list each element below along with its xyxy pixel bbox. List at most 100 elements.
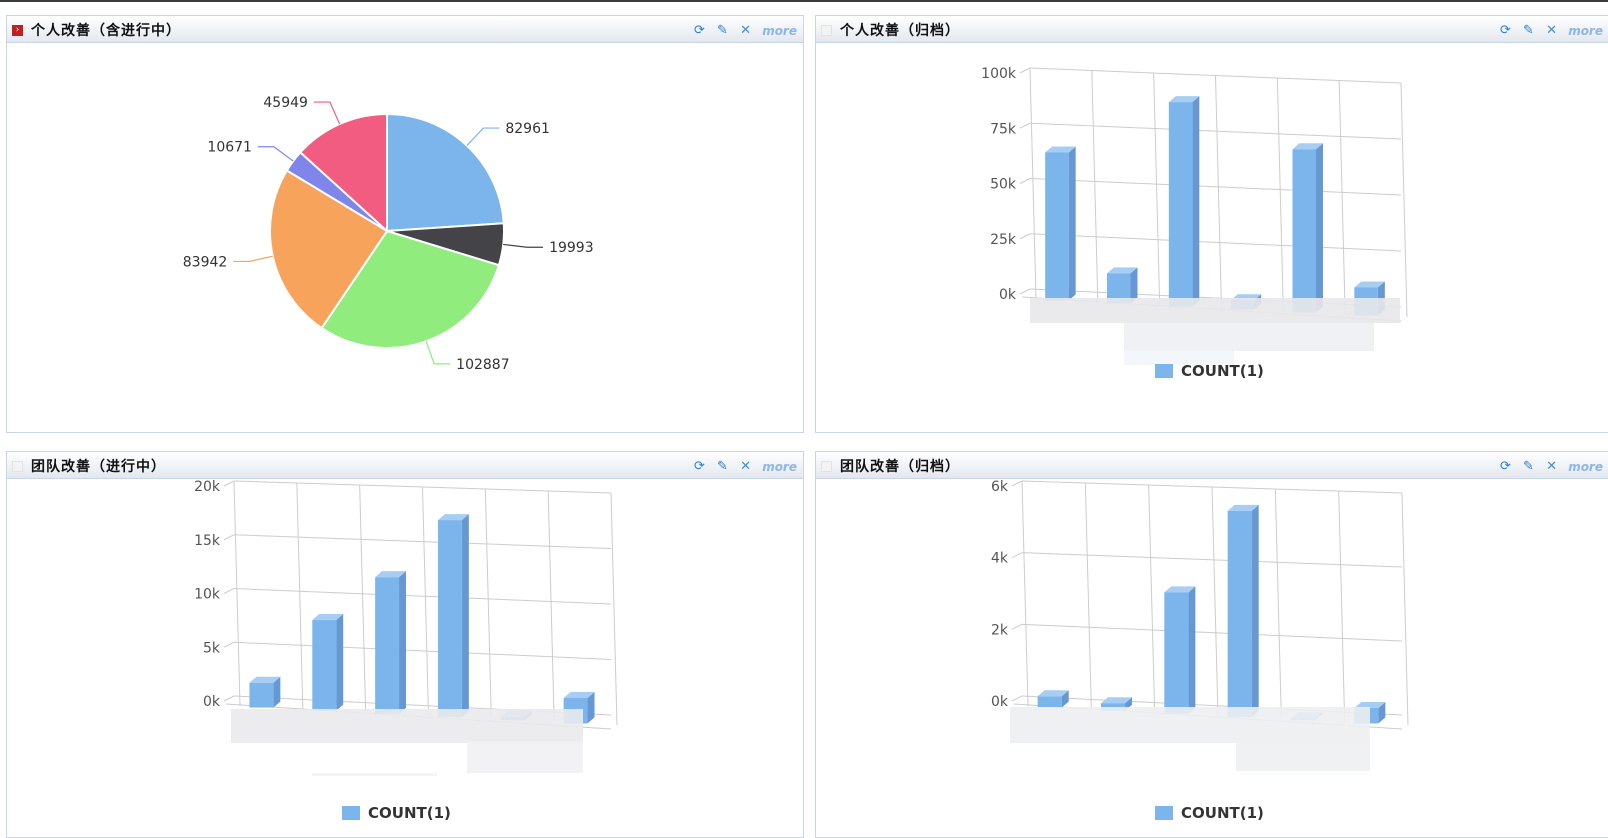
gridline-horizontal (233, 641, 612, 660)
panel-tools: ⟳ ✎ ✕ more (689, 20, 797, 38)
more-link[interactable]: more (762, 23, 797, 38)
gridline-horizontal (223, 534, 235, 541)
more-link[interactable]: more (1568, 23, 1603, 38)
pie-data-label: 102887 (456, 357, 509, 373)
y-tick-label: 5k (203, 640, 221, 656)
panel-team-improvement-inprogress: 团队改善（进行中） ⟳ ✎ ✕ more 0k 5k 10k 15k 20k COUNT… (6, 451, 804, 838)
bar-top (437, 514, 469, 521)
gridline-vertical (1084, 482, 1092, 710)
refresh-icon[interactable]: ⟳ (1499, 458, 1511, 474)
refresh-icon[interactable]: ⟳ (693, 458, 705, 474)
bar-top (375, 571, 407, 578)
bar-top (312, 614, 344, 621)
wrench-icon[interactable]: ✎ (1523, 22, 1534, 38)
bar (1045, 152, 1069, 301)
gridline-horizontal (223, 480, 235, 487)
more-link[interactable]: more (762, 459, 797, 474)
y-tick-label: 6k (991, 479, 1009, 495)
gridline-vertical (1274, 488, 1282, 719)
window-top-border (0, 0, 1608, 2)
bar (437, 520, 462, 718)
pie-data-label: 83942 (183, 254, 228, 270)
x-axis-label-redacted (1010, 707, 1370, 743)
bar-side (1378, 701, 1386, 724)
panel-header: 团队改善（进行中） ⟳ ✎ ✕ more (7, 452, 803, 479)
bar (312, 620, 337, 711)
bar (249, 682, 274, 708)
x-axis-label-redacted (1236, 741, 1370, 771)
more-link[interactable]: more (1568, 459, 1603, 474)
bar-side (1061, 690, 1069, 708)
panel-tools: ⟳ ✎ ✕ more (689, 456, 797, 474)
x-axis-label-redacted (467, 741, 583, 773)
bar-side (336, 614, 344, 711)
close-icon[interactable]: ✕ (1546, 458, 1558, 474)
x-axis-label-redacted (231, 709, 583, 743)
wrench-icon[interactable]: ✎ (717, 22, 728, 38)
wrench-icon[interactable]: ✎ (1523, 458, 1534, 474)
legend-label: COUNT(1) (368, 804, 451, 822)
bar-side (1188, 586, 1196, 714)
pie-data-label: 19993 (549, 240, 594, 256)
y-tick-label: 2k (991, 622, 1009, 638)
bar-chart: 0k 2k 4k 6k (991, 479, 1409, 771)
pie-chart: 82961 19993 102887 83942 10671 45949 (183, 95, 594, 373)
collapse-icon[interactable] (821, 461, 832, 472)
panel-title: 团队改善（进行中） (31, 459, 166, 475)
panel-header: 个人改善（归档） ⟳ ✎ ✕ more (816, 16, 1608, 43)
collapse-icon[interactable] (821, 25, 832, 36)
gridline-vertical (1029, 67, 1037, 300)
x-axis-label-redacted (312, 773, 437, 776)
y-tick-label: 25k (990, 232, 1017, 248)
gridline-vertical (1021, 480, 1029, 707)
bar (1100, 703, 1126, 711)
y-tick-label: 10k (194, 587, 221, 603)
panel-title: 团队改善（归档） (840, 459, 960, 475)
bar-side (399, 571, 407, 714)
close-icon[interactable]: ✕ (740, 22, 752, 38)
gridline-vertical (1215, 75, 1222, 309)
gridline-horizontal (1019, 233, 1031, 240)
legend[interactable]: COUNT(1) (342, 804, 451, 824)
gridline-vertical (233, 480, 241, 707)
bar (1292, 149, 1316, 313)
pie-slice (269, 169, 389, 330)
gridline-horizontal (223, 695, 235, 702)
bar-top (1037, 690, 1069, 697)
bar-top (1354, 701, 1386, 708)
legend[interactable]: COUNT(1) (1155, 362, 1264, 382)
collapse-icon[interactable] (12, 461, 23, 472)
legend[interactable]: COUNT(1) (1155, 804, 1264, 824)
refresh-icon[interactable]: ⟳ (1499, 22, 1511, 38)
collapse-icon[interactable]: › (12, 25, 23, 36)
legend-swatch (1155, 364, 1173, 378)
panel-personal-improvement-inprogress: › 个人改善（含进行中） ⟳ ✎ ✕ more 82961 19993 102887… (6, 15, 804, 433)
gridline-horizontal (1011, 623, 1023, 630)
bar-top (1354, 281, 1385, 288)
bar (1037, 696, 1062, 708)
gridline-vertical (1148, 484, 1156, 713)
gridline-horizontal (1021, 552, 1403, 568)
x-axis-label-redacted (1030, 298, 1400, 323)
bar (1168, 102, 1193, 307)
bar-top (1045, 146, 1076, 153)
bar-top (1227, 504, 1259, 511)
pie-slice (386, 112, 505, 233)
pie-data-label: 82961 (505, 121, 550, 137)
gridline-horizontal (1019, 67, 1031, 74)
bar-side (1192, 96, 1200, 307)
gridline-vertical (359, 484, 367, 713)
gridline-vertical (422, 486, 429, 716)
bar (375, 577, 400, 714)
panel-team-improvement-archived: 团队改善（归档） ⟳ ✎ ✕ more 0k 2k 4k 6k COUNT(1) (815, 451, 1608, 838)
bar-side (461, 514, 469, 718)
pie-connector (313, 101, 341, 125)
legend-swatch (1155, 806, 1173, 820)
gridline-vertical (1153, 72, 1161, 306)
gridline-vertical (1091, 70, 1099, 303)
gridline-vertical (1276, 77, 1284, 312)
close-icon[interactable]: ✕ (740, 458, 752, 474)
refresh-icon[interactable]: ⟳ (693, 22, 705, 38)
close-icon[interactable]: ✕ (1546, 22, 1558, 38)
wrench-icon[interactable]: ✎ (717, 458, 728, 474)
